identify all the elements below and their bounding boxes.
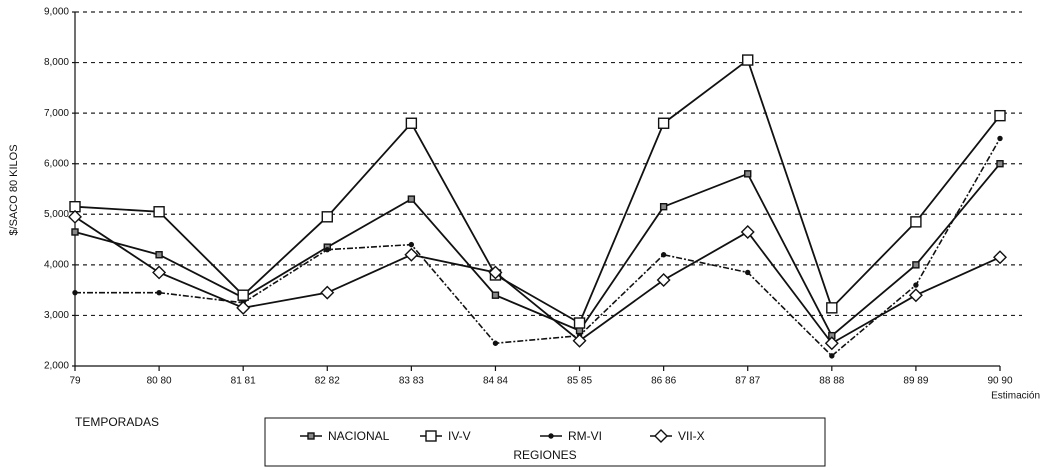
marker (910, 216, 922, 228)
legend-item: VII-X (650, 429, 705, 443)
x-axis-title: TEMPORADAS (75, 415, 159, 429)
marker (912, 261, 920, 269)
x-tick-label: 84 84 (483, 376, 508, 387)
marker (72, 289, 78, 296)
y-tick-label: 9,000 (44, 7, 69, 18)
marker (152, 265, 167, 280)
marker (68, 209, 82, 224)
y-tick-label: 5,000 (44, 209, 69, 220)
marker (324, 246, 330, 253)
x-tick-label: 85 85 (567, 376, 592, 387)
marker (492, 340, 499, 346)
marker (742, 54, 754, 66)
y-tick-label: 2,000 (44, 361, 69, 372)
legend-marker (425, 430, 437, 442)
y-tick-label: 3,000 (44, 310, 69, 321)
legend-item: IV-V (420, 429, 471, 443)
marker (745, 269, 751, 276)
legend-marker (548, 433, 554, 439)
marker (320, 285, 335, 300)
x-tick-label: 87 87 (735, 376, 760, 387)
x-tick-label: 89 89 (903, 376, 928, 387)
y-tick-label: 4,000 (44, 259, 69, 270)
legend-marker (654, 429, 668, 443)
x-note: Estimación (991, 391, 1040, 402)
legend-label: VII-X (678, 429, 705, 443)
y-tick-label: 8,000 (44, 57, 69, 68)
marker (404, 247, 419, 262)
marker (408, 241, 415, 248)
legend-label: RM-VI (568, 429, 602, 443)
marker (656, 273, 671, 288)
marker (824, 336, 839, 351)
y-tick-label: 7,000 (44, 108, 69, 119)
legend-marker (307, 432, 315, 440)
legend-item: NACIONAL (300, 429, 390, 443)
y-axis-title: $/SACO 80 KILOS (8, 144, 20, 235)
marker (236, 300, 251, 315)
marker (657, 117, 670, 129)
x-tick-label: 86 86 (651, 376, 676, 387)
marker (321, 211, 333, 223)
marker (573, 317, 586, 329)
marker (913, 282, 919, 288)
marker (407, 195, 416, 203)
x-tick-label: 81 81 (231, 376, 256, 387)
marker (659, 202, 668, 211)
x-tick-label: 90 90 (987, 376, 1012, 387)
marker (829, 353, 835, 359)
marker (237, 289, 249, 301)
marker (660, 252, 667, 258)
series-line (74, 216, 1001, 345)
legend-label: NACIONAL (328, 429, 390, 443)
marker (997, 135, 1003, 142)
marker (996, 160, 1004, 168)
series-line (75, 138, 1001, 357)
x-tick-label: 82 82 (315, 376, 340, 387)
marker (572, 333, 587, 348)
marker (153, 206, 165, 218)
series-line (74, 163, 1001, 338)
y-tick-label: 6,000 (44, 158, 69, 169)
x-tick-label: 83 83 (399, 376, 424, 387)
x-tick-label: 79 (69, 376, 81, 387)
marker (994, 109, 1006, 122)
legend-box (264, 417, 826, 467)
marker (491, 291, 500, 299)
x-tick-label: 80 80 (147, 376, 172, 387)
marker (993, 250, 1007, 265)
legend-label: IV-V (448, 429, 471, 443)
marker (156, 289, 162, 296)
legend-item: RM-VI (540, 429, 602, 443)
marker (488, 265, 503, 280)
marker (908, 288, 923, 303)
marker (155, 251, 163, 259)
x-tick-label: 88 88 (819, 376, 844, 387)
legend-title: REGIONES (513, 448, 576, 462)
marker (744, 170, 752, 178)
series-line (74, 58, 1001, 325)
marker (71, 228, 79, 236)
marker (405, 117, 418, 129)
marker (826, 302, 838, 314)
marker (740, 224, 755, 239)
